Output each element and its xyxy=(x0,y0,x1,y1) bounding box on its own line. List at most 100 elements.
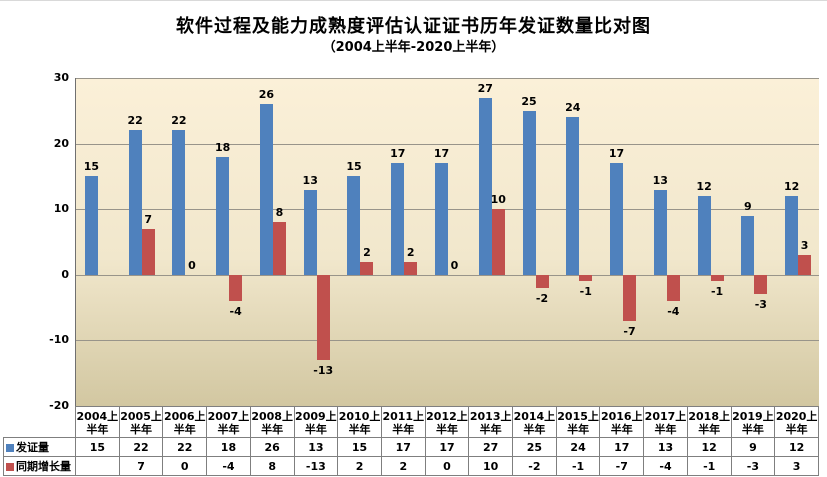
table-value-cell: 27 xyxy=(468,437,514,457)
bar-issued xyxy=(128,130,142,275)
table-category-header: 2009上 半年 xyxy=(293,406,339,438)
table-data-row: 发证量 15 22 22 18 26 13 15 17 17 27 25 24 17 13 12 9 12 xyxy=(3,437,819,457)
bar-issued xyxy=(259,104,273,275)
data-label-growth: 0 xyxy=(450,258,459,272)
data-label-issued: 12 xyxy=(783,180,800,194)
table-value-cell: 17 xyxy=(599,437,645,457)
bar-issued xyxy=(347,176,361,275)
data-label-issued: 17 xyxy=(608,147,625,161)
table-value-cell: 22 xyxy=(118,437,164,457)
table-category-header: 2008上 半年 xyxy=(249,406,295,438)
table-value-cell: 24 xyxy=(555,437,601,457)
y-axis-tick-label: 10 xyxy=(53,202,69,216)
table-value-cell: 12 xyxy=(774,437,819,457)
table-category-header: 2014上 半年 xyxy=(512,406,557,438)
table-value-cell: 10 xyxy=(468,456,514,476)
table-header-row: 2004上 半年 2005上 半年 2006上 半年 2007上 半年 2008上 半年 2009上… xyxy=(4,406,819,438)
data-label-issued: 12 xyxy=(696,180,712,194)
data-label-issued: 17 xyxy=(390,147,406,161)
bar-issued xyxy=(435,163,448,275)
bar-growth xyxy=(491,209,505,275)
data-label-growth: 0 xyxy=(188,258,196,272)
table-value-cell: 2 xyxy=(337,456,382,476)
bar-issued xyxy=(216,156,230,275)
bar-issued xyxy=(478,97,492,275)
table-value-cell: 26 xyxy=(249,437,295,457)
table-value-cell: 13 xyxy=(643,437,688,457)
table-value-cell: 15 xyxy=(75,437,120,457)
gridline xyxy=(76,274,819,276)
table-category-header: 2005上 半年 xyxy=(118,406,164,438)
data-label-issued: 15 xyxy=(346,160,362,174)
table-value-cell: 3 xyxy=(774,456,819,476)
bar-growth xyxy=(798,255,812,275)
table-value-cell: -13 xyxy=(293,456,339,476)
legend-swatch-icon xyxy=(6,463,14,471)
bar-issued xyxy=(566,117,580,275)
table-category-header: 2015上 半年 xyxy=(555,406,601,438)
data-label-issued: 18 xyxy=(215,140,231,154)
bar-growth xyxy=(623,274,637,321)
table-value-cell: -4 xyxy=(206,456,251,476)
bar-growth xyxy=(404,261,418,275)
data-label-issued: 25 xyxy=(521,94,537,108)
data-label-growth: -3 xyxy=(754,298,767,312)
table-value-cell: -3 xyxy=(730,456,776,476)
table-value-cell: 15 xyxy=(337,437,382,457)
data-label-issued: 13 xyxy=(302,173,318,187)
bar-growth xyxy=(316,274,330,361)
bar-growth xyxy=(229,274,243,302)
data-label-growth: 2 xyxy=(406,245,415,259)
table-category-header: 2012上 半年 xyxy=(424,406,470,438)
table-category-header: 2006上 半年 xyxy=(162,406,208,438)
table-value-cell: -2 xyxy=(512,456,557,476)
data-label-issued: 27 xyxy=(477,81,493,95)
data-label-growth: -1 xyxy=(710,285,724,299)
data-label-issued: 17 xyxy=(433,147,450,161)
bar-growth xyxy=(579,274,593,282)
bar-issued xyxy=(653,189,667,275)
table-value-cell: -1 xyxy=(686,456,732,476)
table-data-row: 同期增长量 7 0 -4 8 -13 2 2 0 10 -2 -1 -7 -4 -1 -3 3 xyxy=(3,456,819,476)
y-axis-tick-label: 0 xyxy=(61,267,69,281)
table-value-cell: 13 xyxy=(293,437,339,457)
bar-issued xyxy=(741,215,755,275)
bar-issued xyxy=(391,163,405,275)
data-label-growth: 2 xyxy=(363,245,371,259)
data-label-growth: -1 xyxy=(579,285,592,299)
table-value-cell xyxy=(75,456,120,476)
legend-swatch-icon xyxy=(6,444,14,452)
data-label-issued: 15 xyxy=(83,160,100,174)
data-label-growth: 8 xyxy=(275,206,284,220)
y-axis-tick-label: -20 xyxy=(49,399,69,412)
table-category-header: 2018上 半年 xyxy=(686,406,732,438)
bar-issued xyxy=(610,163,624,275)
table-category-header: 2020上 半年 xyxy=(774,406,819,438)
bar-issued xyxy=(785,196,799,275)
table-value-cell: 17 xyxy=(380,437,426,457)
data-label-issued: 22 xyxy=(127,114,143,128)
bar-growth xyxy=(141,228,155,275)
bar-issued xyxy=(172,130,186,275)
y-axis-tick-label: -10 xyxy=(49,333,69,347)
data-label-growth: -2 xyxy=(535,291,549,305)
table-category-header: 2011上 半年 xyxy=(380,406,426,438)
bar-growth xyxy=(710,274,724,282)
table-value-cell: 25 xyxy=(512,437,557,457)
gridline xyxy=(76,78,819,79)
legend-key-issued: 发证量 xyxy=(3,437,76,457)
bar-growth xyxy=(754,274,768,295)
table-value-cell: 8 xyxy=(249,456,295,476)
table-value-cell: 2 xyxy=(380,456,426,476)
data-label-growth: -13 xyxy=(313,364,334,378)
bar-growth xyxy=(666,274,680,302)
table-value-cell: 7 xyxy=(118,456,164,476)
table-value-cell: -4 xyxy=(643,456,688,476)
chart-subtitle: （2004上半年-2020上半年） xyxy=(322,40,505,55)
table-category-header: 2019上 半年 xyxy=(730,406,776,438)
data-label-growth: -4 xyxy=(667,305,680,319)
bar-issued xyxy=(303,189,317,275)
data-label-issued: 13 xyxy=(652,173,668,187)
bar-growth xyxy=(535,274,549,288)
